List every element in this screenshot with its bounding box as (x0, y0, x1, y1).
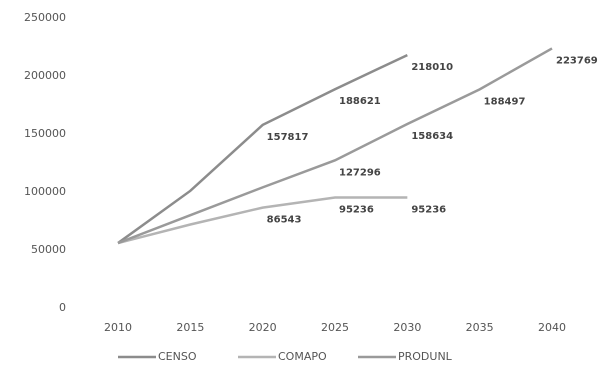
series-line (117, 53, 408, 245)
legend-label: COMAPO (278, 350, 327, 363)
x-tick-label: 2025 (321, 321, 349, 334)
data-label: 86543 (267, 215, 302, 226)
data-label: 188497 (484, 96, 526, 107)
y-tick-label: 250000 (24, 11, 66, 24)
series-line (117, 196, 408, 245)
data-label: 157817 (267, 132, 309, 143)
y-tick-label: 0 (59, 301, 66, 314)
y-tick-label: 150000 (24, 127, 66, 140)
x-tick-label: 2030 (393, 321, 421, 334)
x-tick-label: 2015 (176, 321, 204, 334)
data-label: 223769 (556, 55, 598, 66)
data-label: 95236 (411, 205, 446, 216)
y-tick-label: 100000 (24, 185, 66, 198)
x-tick-label: 2010 (104, 321, 132, 334)
data-label: 95236 (339, 205, 374, 216)
data-label: 188621 (339, 96, 381, 107)
x-tick-label: 2020 (249, 321, 277, 334)
legend-label: PRODUNL (398, 350, 453, 363)
y-tick-label: 50000 (31, 243, 66, 256)
legend-label: CENSO (158, 350, 197, 363)
data-label: 158634 (411, 131, 453, 142)
data-label: 218010 (411, 62, 453, 73)
x-tick-label: 2040 (538, 321, 566, 334)
series-line (117, 47, 553, 245)
x-tick-label: 2035 (466, 321, 494, 334)
y-tick-label: 200000 (24, 69, 66, 82)
data-label: 127296 (339, 167, 381, 178)
